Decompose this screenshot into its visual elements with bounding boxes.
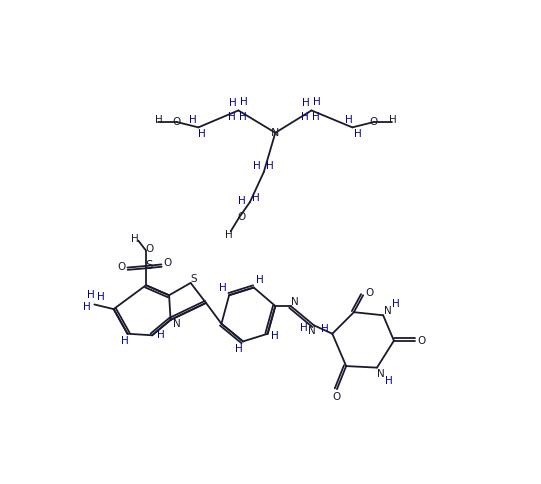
Text: H: H: [199, 129, 206, 139]
Text: O: O: [173, 117, 181, 127]
Text: N: N: [173, 319, 181, 329]
Text: S: S: [146, 259, 153, 272]
Text: O: O: [370, 117, 378, 127]
Text: H: H: [83, 302, 90, 312]
Text: O: O: [365, 288, 373, 298]
Text: H: H: [229, 98, 237, 108]
Text: O: O: [418, 336, 426, 346]
Text: O: O: [117, 262, 126, 272]
Text: O: O: [146, 244, 154, 254]
Text: H: H: [392, 300, 399, 309]
Text: H: H: [219, 283, 227, 292]
Text: H: H: [301, 112, 309, 122]
Text: H: H: [388, 115, 396, 125]
Text: H: H: [253, 161, 261, 171]
Text: N: N: [271, 128, 280, 138]
Text: N: N: [292, 297, 299, 307]
Text: H: H: [302, 98, 310, 108]
Text: O: O: [237, 212, 246, 223]
Text: N: N: [377, 369, 385, 379]
Text: H: H: [313, 97, 321, 107]
Text: H: H: [300, 323, 308, 333]
Text: H: H: [234, 344, 242, 354]
Text: H: H: [228, 112, 236, 122]
Text: H: H: [121, 336, 128, 347]
Text: H: H: [225, 230, 233, 240]
Text: H: H: [157, 330, 164, 340]
Text: O: O: [163, 258, 171, 268]
Text: H: H: [239, 112, 247, 122]
Text: H: H: [130, 234, 138, 244]
Text: H: H: [385, 377, 392, 387]
Text: H: H: [272, 331, 279, 341]
Text: H: H: [266, 161, 274, 171]
Text: H: H: [189, 116, 197, 125]
Text: H: H: [312, 112, 320, 122]
Text: H: H: [345, 116, 352, 125]
Text: H: H: [240, 97, 248, 107]
Text: N: N: [384, 306, 392, 317]
Text: H: H: [97, 292, 104, 302]
Text: H: H: [256, 275, 264, 285]
Text: H: H: [354, 129, 361, 139]
Text: H: H: [239, 196, 246, 206]
Text: H: H: [88, 290, 95, 300]
Text: S: S: [190, 274, 197, 284]
Text: O: O: [333, 392, 341, 402]
Text: H: H: [252, 193, 260, 203]
Text: N: N: [308, 326, 316, 336]
Text: H: H: [155, 115, 163, 125]
Text: H: H: [321, 324, 328, 334]
